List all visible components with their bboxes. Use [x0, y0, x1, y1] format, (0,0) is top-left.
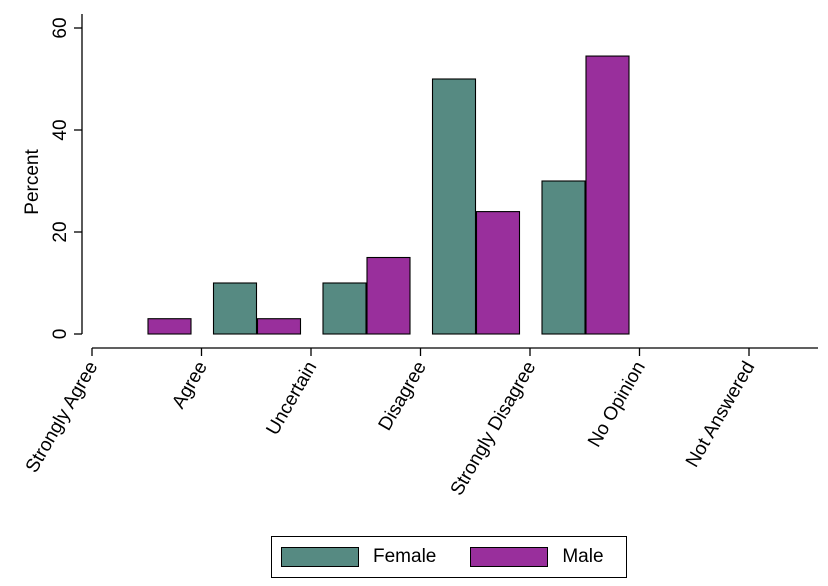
x-tick-label: Agree	[168, 358, 212, 412]
bar-female	[212, 282, 258, 335]
axes-group: 0 20 40 60 Strongly Agree Agree Uncertain Disag…	[22, 14, 818, 499]
y-tick-label: 20	[50, 221, 71, 242]
y-axis-title: Percent	[22, 149, 43, 215]
bar-female	[322, 282, 367, 335]
x-tick-label: Disagree	[375, 358, 431, 434]
bars-group	[147, 55, 630, 335]
x-tick-label: Uncertain	[262, 358, 321, 439]
x-tick-label: Strongly Disagree	[447, 358, 541, 499]
bar-male	[475, 211, 521, 335]
legend-swatch-male	[470, 547, 549, 567]
bar-male	[585, 55, 630, 335]
y-tick-label: 0	[50, 329, 71, 340]
legend: Female Male	[271, 536, 627, 578]
bar-male	[147, 318, 192, 335]
x-tick-label: Not Answered	[682, 358, 759, 471]
legend-label-male: Male	[562, 546, 604, 567]
legend-label-female: Female	[373, 546, 437, 567]
bar-female	[541, 180, 586, 335]
x-tick-label: Strongly Agree	[22, 358, 103, 476]
bar-female	[431, 78, 477, 335]
bar-male	[366, 256, 411, 335]
legend-swatch-female	[281, 547, 359, 567]
legend-item-male: Male	[470, 546, 604, 568]
bar-male	[256, 318, 302, 335]
y-tick-label: 40	[50, 119, 71, 140]
legend-item-female: Female	[281, 546, 436, 568]
y-tick-label: 60	[50, 17, 71, 38]
x-tick-label: No Opinion	[584, 358, 650, 451]
